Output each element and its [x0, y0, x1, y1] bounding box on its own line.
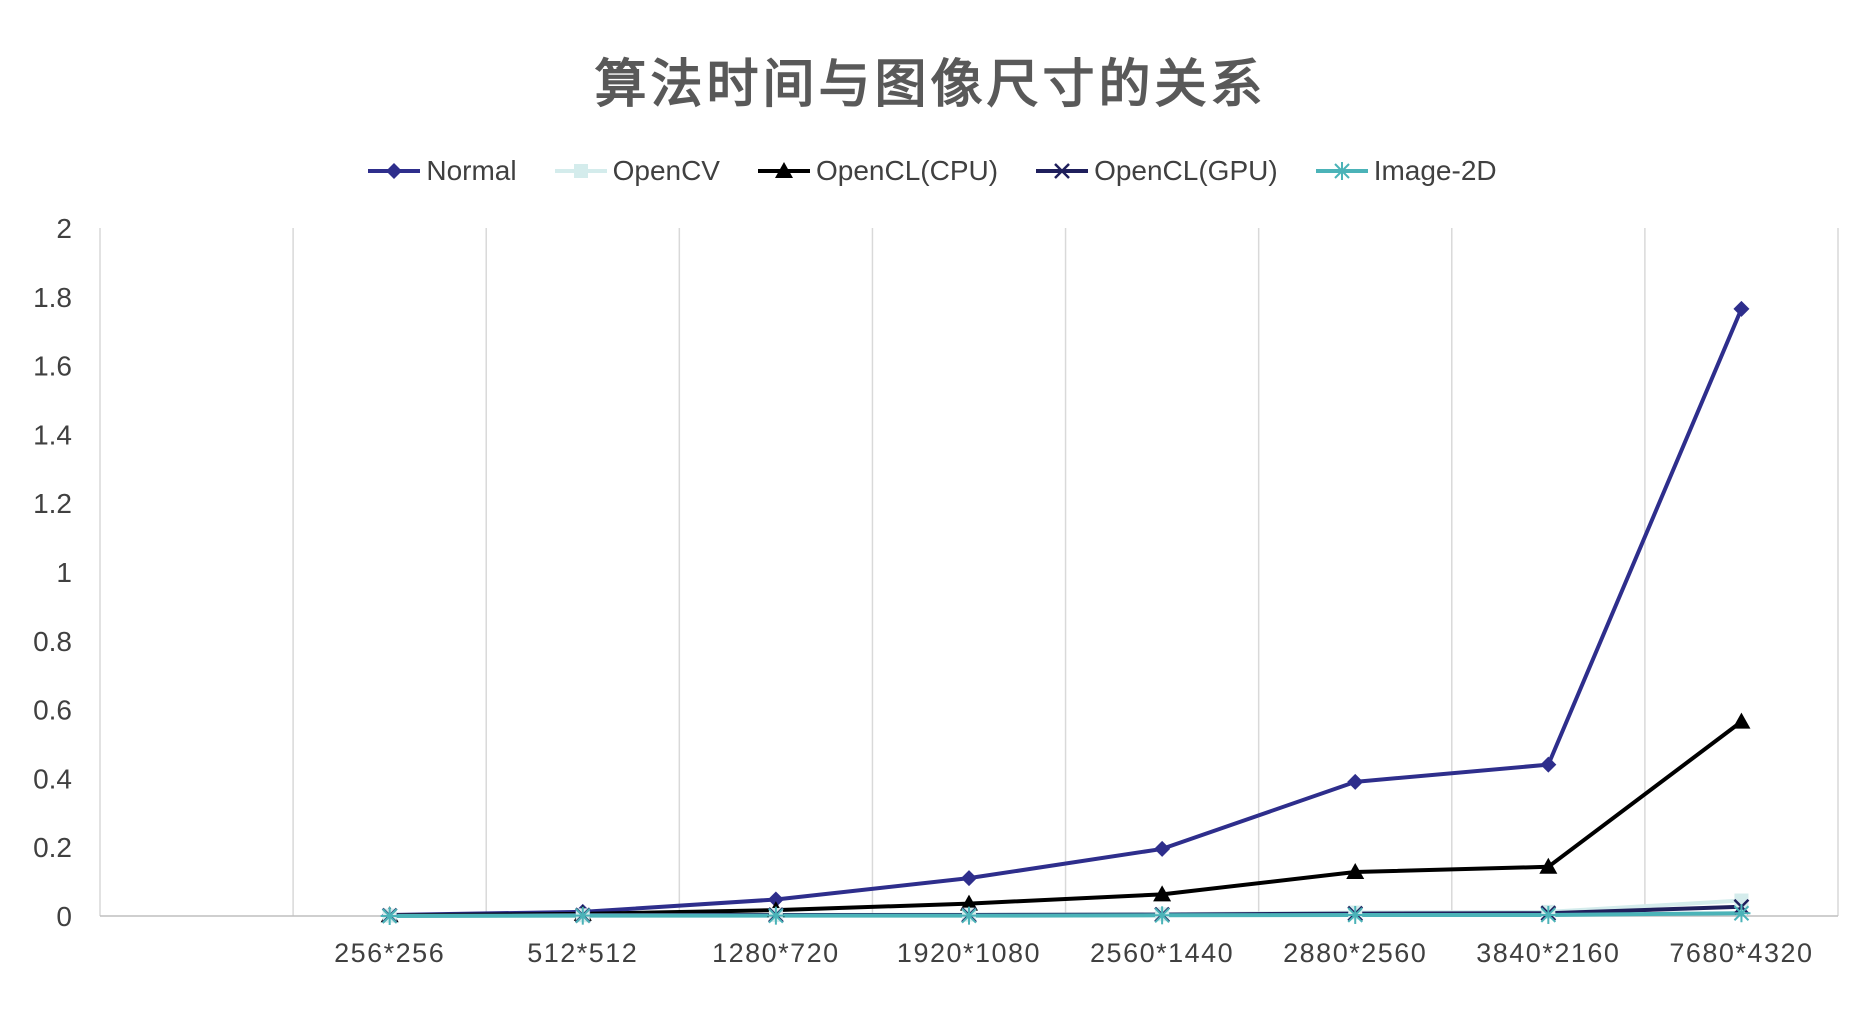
- data-point-normal: [767, 891, 784, 908]
- series-line-normal: [387, 306, 1744, 917]
- data-point-image-2d: [1346, 905, 1365, 924]
- data-point-image-2d: [1539, 905, 1558, 924]
- data-point-opencl-cpu: [1346, 862, 1365, 879]
- legend-swatch-image-2d: [1315, 162, 1368, 180]
- legend-swatch-opencl-cpu: [758, 162, 810, 178]
- data-point-image-2d: [1732, 904, 1751, 923]
- legend-label-opencv: OpenCV: [612, 155, 720, 186]
- y-tick-label: 1.8: [33, 282, 72, 313]
- x-tick-label: 3840*2160: [1476, 938, 1620, 968]
- legend-marker-opencl-cpu: [775, 162, 793, 178]
- gridlines: [99, 228, 1839, 916]
- y-tick-label: 2: [56, 213, 72, 244]
- legend-marker-opencl-gpu: [1054, 163, 1070, 179]
- legend-item-normal: Normal: [364, 155, 517, 187]
- legend-item-opencl-cpu: OpenCL(CPU): [754, 155, 998, 187]
- y-tick-label: 0.6: [33, 695, 72, 726]
- y-tick-label: 1: [56, 557, 72, 588]
- legend-item-opencl-gpu: OpenCL(GPU): [1032, 155, 1278, 187]
- y-tick-label: 1.6: [33, 351, 72, 382]
- chart-title: 算法时间与图像尺寸的关系: [594, 55, 1267, 115]
- legend-marker-opencv: [573, 164, 588, 178]
- y-tick-label: 1.2: [33, 488, 72, 519]
- x-tick-label: 7680*4320: [1669, 938, 1813, 968]
- data-point-normal: [1347, 773, 1364, 790]
- legend: Normal OpenCV OpenCL(CPU) OpenCL(GPU) Image-…: [0, 148, 1861, 194]
- y-tick-label: 0.8: [33, 626, 72, 657]
- x-tick-label: 512*512: [527, 938, 638, 968]
- data-point-image-2d: [380, 907, 399, 925]
- series-lines: [387, 306, 1744, 918]
- data-point-image-2d: [766, 906, 785, 925]
- series-markers: [380, 300, 1751, 925]
- data-point-image-2d: [573, 906, 592, 925]
- legend-item-image-2d: Image-2D: [1312, 155, 1497, 187]
- data-point-normal: [961, 870, 977, 887]
- y-tick-label: 0.2: [33, 832, 72, 863]
- data-point-opencl-cpu: [1732, 712, 1751, 729]
- legend-swatch-opencv: [554, 164, 607, 178]
- legend-label-opencl-cpu: OpenCL(CPU): [816, 155, 999, 186]
- data-point-opencl-cpu: [1539, 857, 1558, 874]
- x-tick-label: 1920*1080: [897, 938, 1041, 968]
- y-tick-label: 0: [56, 901, 72, 932]
- x-tick-label: 1280*720: [712, 938, 840, 968]
- data-point-opencl-cpu: [960, 894, 978, 911]
- data-point-image-2d: [960, 906, 978, 925]
- legend-label-image-2d: Image-2D: [1373, 155, 1497, 186]
- data-point-image-2d: [1153, 906, 1172, 925]
- legend-marker-normal: [386, 163, 403, 179]
- legend-item-opencv: OpenCV: [551, 155, 720, 187]
- series-line-image-2d: [387, 911, 1744, 918]
- y-tick-label: 0.4: [33, 763, 72, 794]
- legend-swatch-normal: [368, 163, 421, 179]
- legend-label-opencl-gpu: OpenCL(GPU): [1094, 155, 1278, 186]
- y-tick-label: 1.4: [33, 419, 72, 450]
- x-tick-label: 2560*1440: [1090, 938, 1234, 968]
- data-point-normal: [1154, 840, 1171, 857]
- legend-label-normal: Normal: [426, 155, 517, 186]
- legend-swatch-opencl-gpu: [1036, 163, 1089, 179]
- data-point-normal: [1540, 756, 1557, 773]
- x-tick-label: 256*256: [334, 938, 445, 968]
- data-point-opencl-cpu: [1153, 885, 1172, 902]
- legend-marker-image-2d: [1332, 162, 1351, 180]
- data-point-normal: [1733, 300, 1750, 317]
- x-tick-label: 2880*2560: [1283, 938, 1427, 968]
